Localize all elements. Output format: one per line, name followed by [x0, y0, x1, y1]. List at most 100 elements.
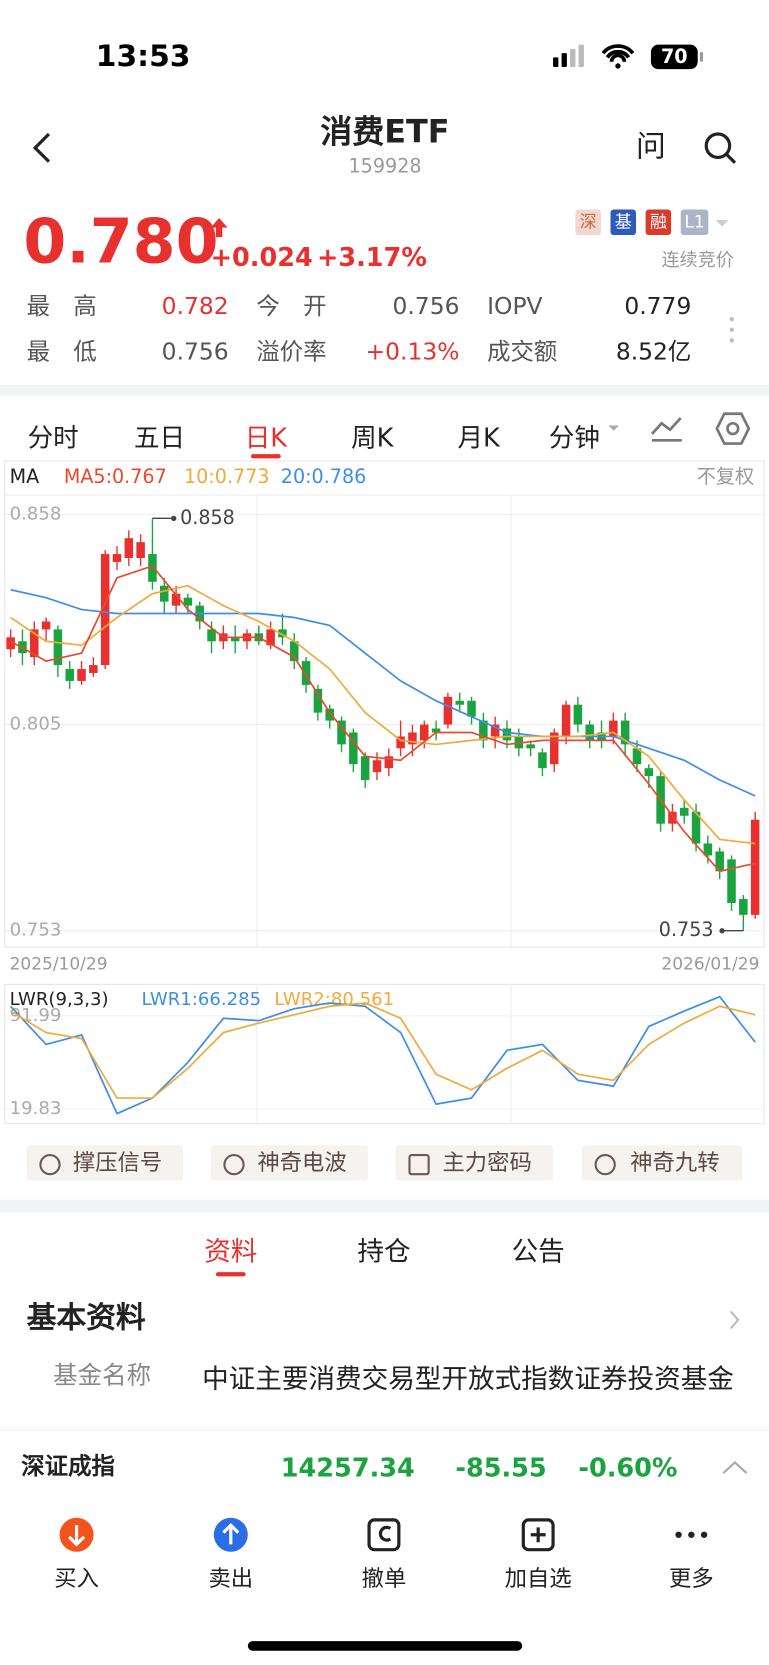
stat-value: +0.13%: [365, 339, 460, 366]
index-pct: -0.60%: [578, 1452, 678, 1483]
low-label: 0.753: [659, 918, 714, 941]
candle-body: [207, 629, 216, 642]
draw-tool[interactable]: [649, 413, 685, 445]
candle-body: [372, 760, 382, 773]
tag: 融: [645, 209, 672, 236]
lwr2-label: LWR2:80.561: [274, 989, 394, 1010]
tab[interactable]: 分时: [27, 423, 79, 454]
stat-value: 0.779: [624, 293, 692, 321]
candle-body: [89, 665, 98, 674]
y-tick-label: 91.99: [10, 1005, 62, 1026]
stat-label: 今开: [256, 293, 350, 321]
nav-item[interactable]: 买入: [54, 1565, 99, 1592]
home-indicator: [247, 1641, 523, 1651]
tab[interactable]: 五日: [134, 423, 186, 454]
y-tick-label: 0.753: [10, 920, 62, 941]
tool-button[interactable]: 神奇电波: [210, 1145, 369, 1181]
change-pct: +3.17%: [316, 242, 427, 273]
stat-label: 最高: [26, 293, 121, 321]
candle-body: [408, 732, 417, 745]
ask-button[interactable]: 问: [636, 128, 666, 164]
candle-body: [396, 736, 405, 749]
tag: 基: [610, 209, 637, 236]
search-button[interactable]: [702, 130, 738, 166]
candle-body: [549, 732, 559, 765]
nav-item[interactable]: 加自选: [504, 1565, 572, 1592]
tool-button[interactable]: 主力密码: [395, 1145, 554, 1181]
field-label: 基金名称: [53, 1362, 152, 1391]
candle-body: [65, 669, 74, 681]
candle-body: [502, 728, 512, 741]
candle-body: [313, 688, 323, 713]
more-dots[interactable]: [728, 315, 737, 347]
lwr1-label: LWR1:66.285: [141, 989, 261, 1010]
candle-body: [160, 585, 169, 602]
up-arrow: [210, 218, 228, 238]
nav-icons: [59, 1517, 708, 1552]
tool-icon: [39, 1154, 61, 1176]
tab[interactable]: 日K: [244, 423, 288, 454]
candle-body: [609, 720, 618, 737]
tab[interactable]: 分钟: [548, 423, 600, 454]
candle-body: [739, 899, 748, 915]
tool-icon: [408, 1154, 430, 1176]
indicator-line: [10, 564, 756, 873]
tool-icon: [594, 1154, 616, 1176]
candle-body: [290, 641, 299, 662]
candle-body: [183, 597, 193, 606]
candle-body: [30, 629, 39, 658]
tab[interactable]: 月K: [457, 423, 500, 454]
back-button[interactable]: [30, 132, 56, 164]
price: 0.780: [23, 205, 219, 278]
tool-button[interactable]: 神奇九转: [581, 1145, 743, 1181]
nav-item[interactable]: 卖出: [208, 1565, 254, 1592]
tab[interactable]: 周K: [351, 423, 394, 454]
settings[interactable]: [715, 411, 751, 447]
ma20-label: 20:0.786: [281, 465, 367, 488]
adjust[interactable]: 不复权: [697, 465, 754, 488]
candle-body: [171, 593, 181, 606]
candle-body: [750, 819, 760, 915]
info-tab[interactable]: 持仓: [357, 1235, 411, 1267]
candle-body: [337, 720, 346, 745]
index-change: -85.55: [455, 1452, 547, 1483]
ma10-label: 10:0.773: [184, 465, 270, 488]
code: 159928: [348, 155, 422, 178]
stat-label: 最低: [26, 339, 121, 366]
candle-body: [632, 748, 642, 765]
y-tick-label: 19.83: [10, 1098, 62, 1119]
index-bar[interactable]: [0, 1429, 769, 1508]
tag-dropdown[interactable]: [713, 217, 732, 230]
candle-body: [585, 724, 594, 741]
info-tab[interactable]: 资料: [204, 1235, 258, 1267]
candle-body: [715, 851, 724, 872]
tag[interactable]: L1: [680, 209, 709, 236]
candle-body: [443, 696, 453, 725]
tag: 深: [575, 209, 601, 236]
info-tab[interactable]: 公告: [511, 1235, 565, 1267]
candle-body: [420, 724, 429, 741]
index-value: 14257.34: [280, 1452, 415, 1483]
expand[interactable]: [721, 1459, 749, 1476]
candle-body: [41, 621, 51, 630]
change: +0.024: [210, 242, 313, 273]
status-time: 13:53: [95, 38, 191, 74]
candle-body: [301, 661, 311, 685]
candle-body: [490, 724, 500, 737]
candle-body: [467, 700, 476, 717]
separator: [0, 1199, 769, 1213]
candle-body: [431, 728, 441, 733]
chevron[interactable]: [728, 1308, 743, 1331]
status-icons: 70: [553, 44, 704, 70]
stat-label: IOPV: [487, 293, 543, 321]
stat-value: 0.782: [161, 293, 229, 321]
nav-item[interactable]: 撤单: [361, 1565, 407, 1592]
nav-item[interactable]: 更多: [669, 1565, 714, 1592]
candle-body: [691, 811, 701, 844]
indicator-line: [10, 995, 756, 1115]
indicator-line: [10, 588, 756, 797]
candle-body: [384, 756, 394, 769]
candle-body: [479, 720, 488, 741]
